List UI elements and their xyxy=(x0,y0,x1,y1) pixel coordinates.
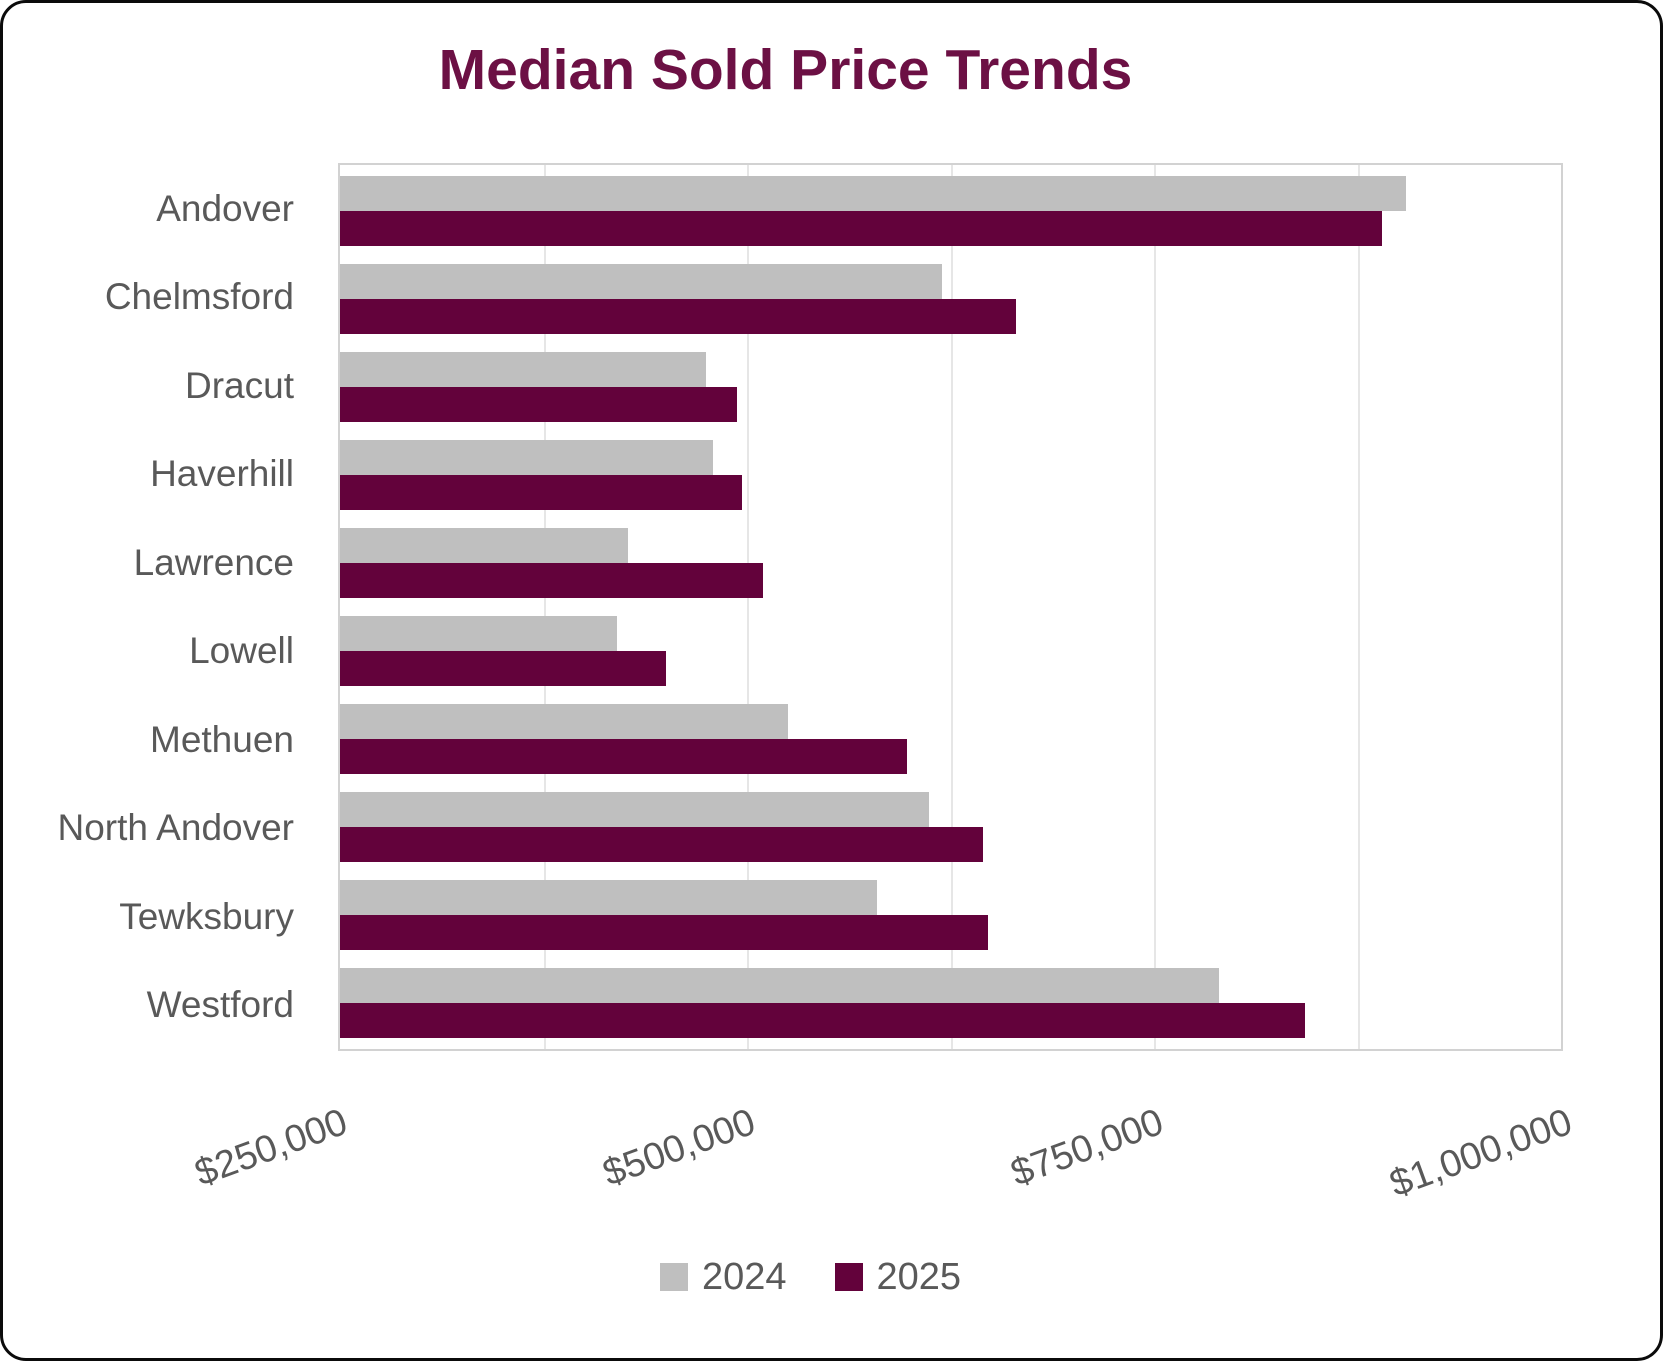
category-label-methuen: Methuen xyxy=(150,718,294,760)
category-label-andover: Andover xyxy=(156,188,294,229)
x-axis-labels: $250,000 $500,000 $750,000 $1,000,000 xyxy=(189,1051,1577,1231)
category-label-north-andover: North Andover xyxy=(57,807,294,849)
bar-group-westford xyxy=(340,968,1561,1038)
bar-2025-lawrence xyxy=(340,563,764,598)
x-tick-label: $250,000 xyxy=(189,1101,353,1195)
bar-2025-tewksbury xyxy=(340,915,988,950)
category-label-haverhill: Haverhill xyxy=(150,453,294,495)
x-tick-label: $500,000 xyxy=(597,1101,761,1195)
bar-2024-lowell xyxy=(340,616,617,651)
bar-2024-dracut xyxy=(340,352,707,387)
x-tick-label: $1,000,000 xyxy=(1384,1101,1578,1206)
category-label-tewksbury: Tewksbury xyxy=(119,895,294,937)
x-tick-label: $750,000 xyxy=(1005,1101,1170,1195)
category-label-lowell: Lowell xyxy=(189,630,294,672)
bar-2025-north-andover xyxy=(340,827,984,862)
bar-2024-andover xyxy=(340,176,1407,211)
bar-2024-westford xyxy=(340,968,1220,1003)
legend-swatch-2024 xyxy=(659,1263,688,1291)
bar-2025-haverhill xyxy=(340,475,743,510)
legend-label: 2025 xyxy=(876,1255,962,1298)
bar-group-haverhill xyxy=(340,440,1561,510)
category-label-lawrence: Lawrence xyxy=(133,541,294,583)
legend: 2024 2025 xyxy=(3,1245,1618,1309)
bar-group-lowell xyxy=(340,616,1561,686)
bar-group-chelmsford xyxy=(340,264,1561,334)
category-label-dracut: Dracut xyxy=(185,364,294,406)
bar-2025-methuen xyxy=(340,739,907,774)
bar-rows xyxy=(340,165,1561,1049)
legend-label: 2024 xyxy=(701,1255,787,1298)
bar-2025-lowell xyxy=(340,651,666,686)
bar-2025-dracut xyxy=(340,387,738,422)
bar-group-methuen xyxy=(340,704,1561,774)
category-label-chelmsford: Chelmsford xyxy=(104,276,294,318)
gridline-750000 xyxy=(1154,165,1156,1049)
bar-2024-haverhill xyxy=(340,440,713,475)
bar-2025-chelmsford xyxy=(340,299,1016,334)
bar-group-andover xyxy=(340,176,1561,246)
plot-area xyxy=(338,163,1563,1051)
legend-swatch-2025 xyxy=(834,1263,863,1291)
bar-group-tewksbury xyxy=(340,880,1561,950)
bar-group-dracut xyxy=(340,352,1561,422)
gridline-875000 xyxy=(1357,165,1360,1049)
bar-2025-andover xyxy=(340,211,1382,246)
category-label-westford: Westford xyxy=(146,983,294,1025)
legend-item-2024: 2024 xyxy=(659,1255,787,1299)
legend-item-2025: 2025 xyxy=(834,1255,962,1299)
bar-group-lawrence xyxy=(340,528,1561,598)
gridline-625000 xyxy=(950,165,953,1049)
gridline-375000 xyxy=(543,165,546,1049)
bar-2024-tewksbury xyxy=(340,880,878,915)
bar-2024-lawrence xyxy=(340,528,629,563)
bar-2024-north-andover xyxy=(340,792,930,827)
gridline-500000 xyxy=(747,165,749,1049)
bar-2025-westford xyxy=(340,1003,1306,1038)
chart-title: Median Sold Price Trends xyxy=(438,38,1133,102)
y-axis-labels: Andover Chelmsford Dracut Haverhill Lawrence… xyxy=(3,163,318,1051)
bar-group-north-andover xyxy=(340,792,1561,862)
bar-2024-methuen xyxy=(340,704,788,739)
bar-2024-chelmsford xyxy=(340,264,943,299)
